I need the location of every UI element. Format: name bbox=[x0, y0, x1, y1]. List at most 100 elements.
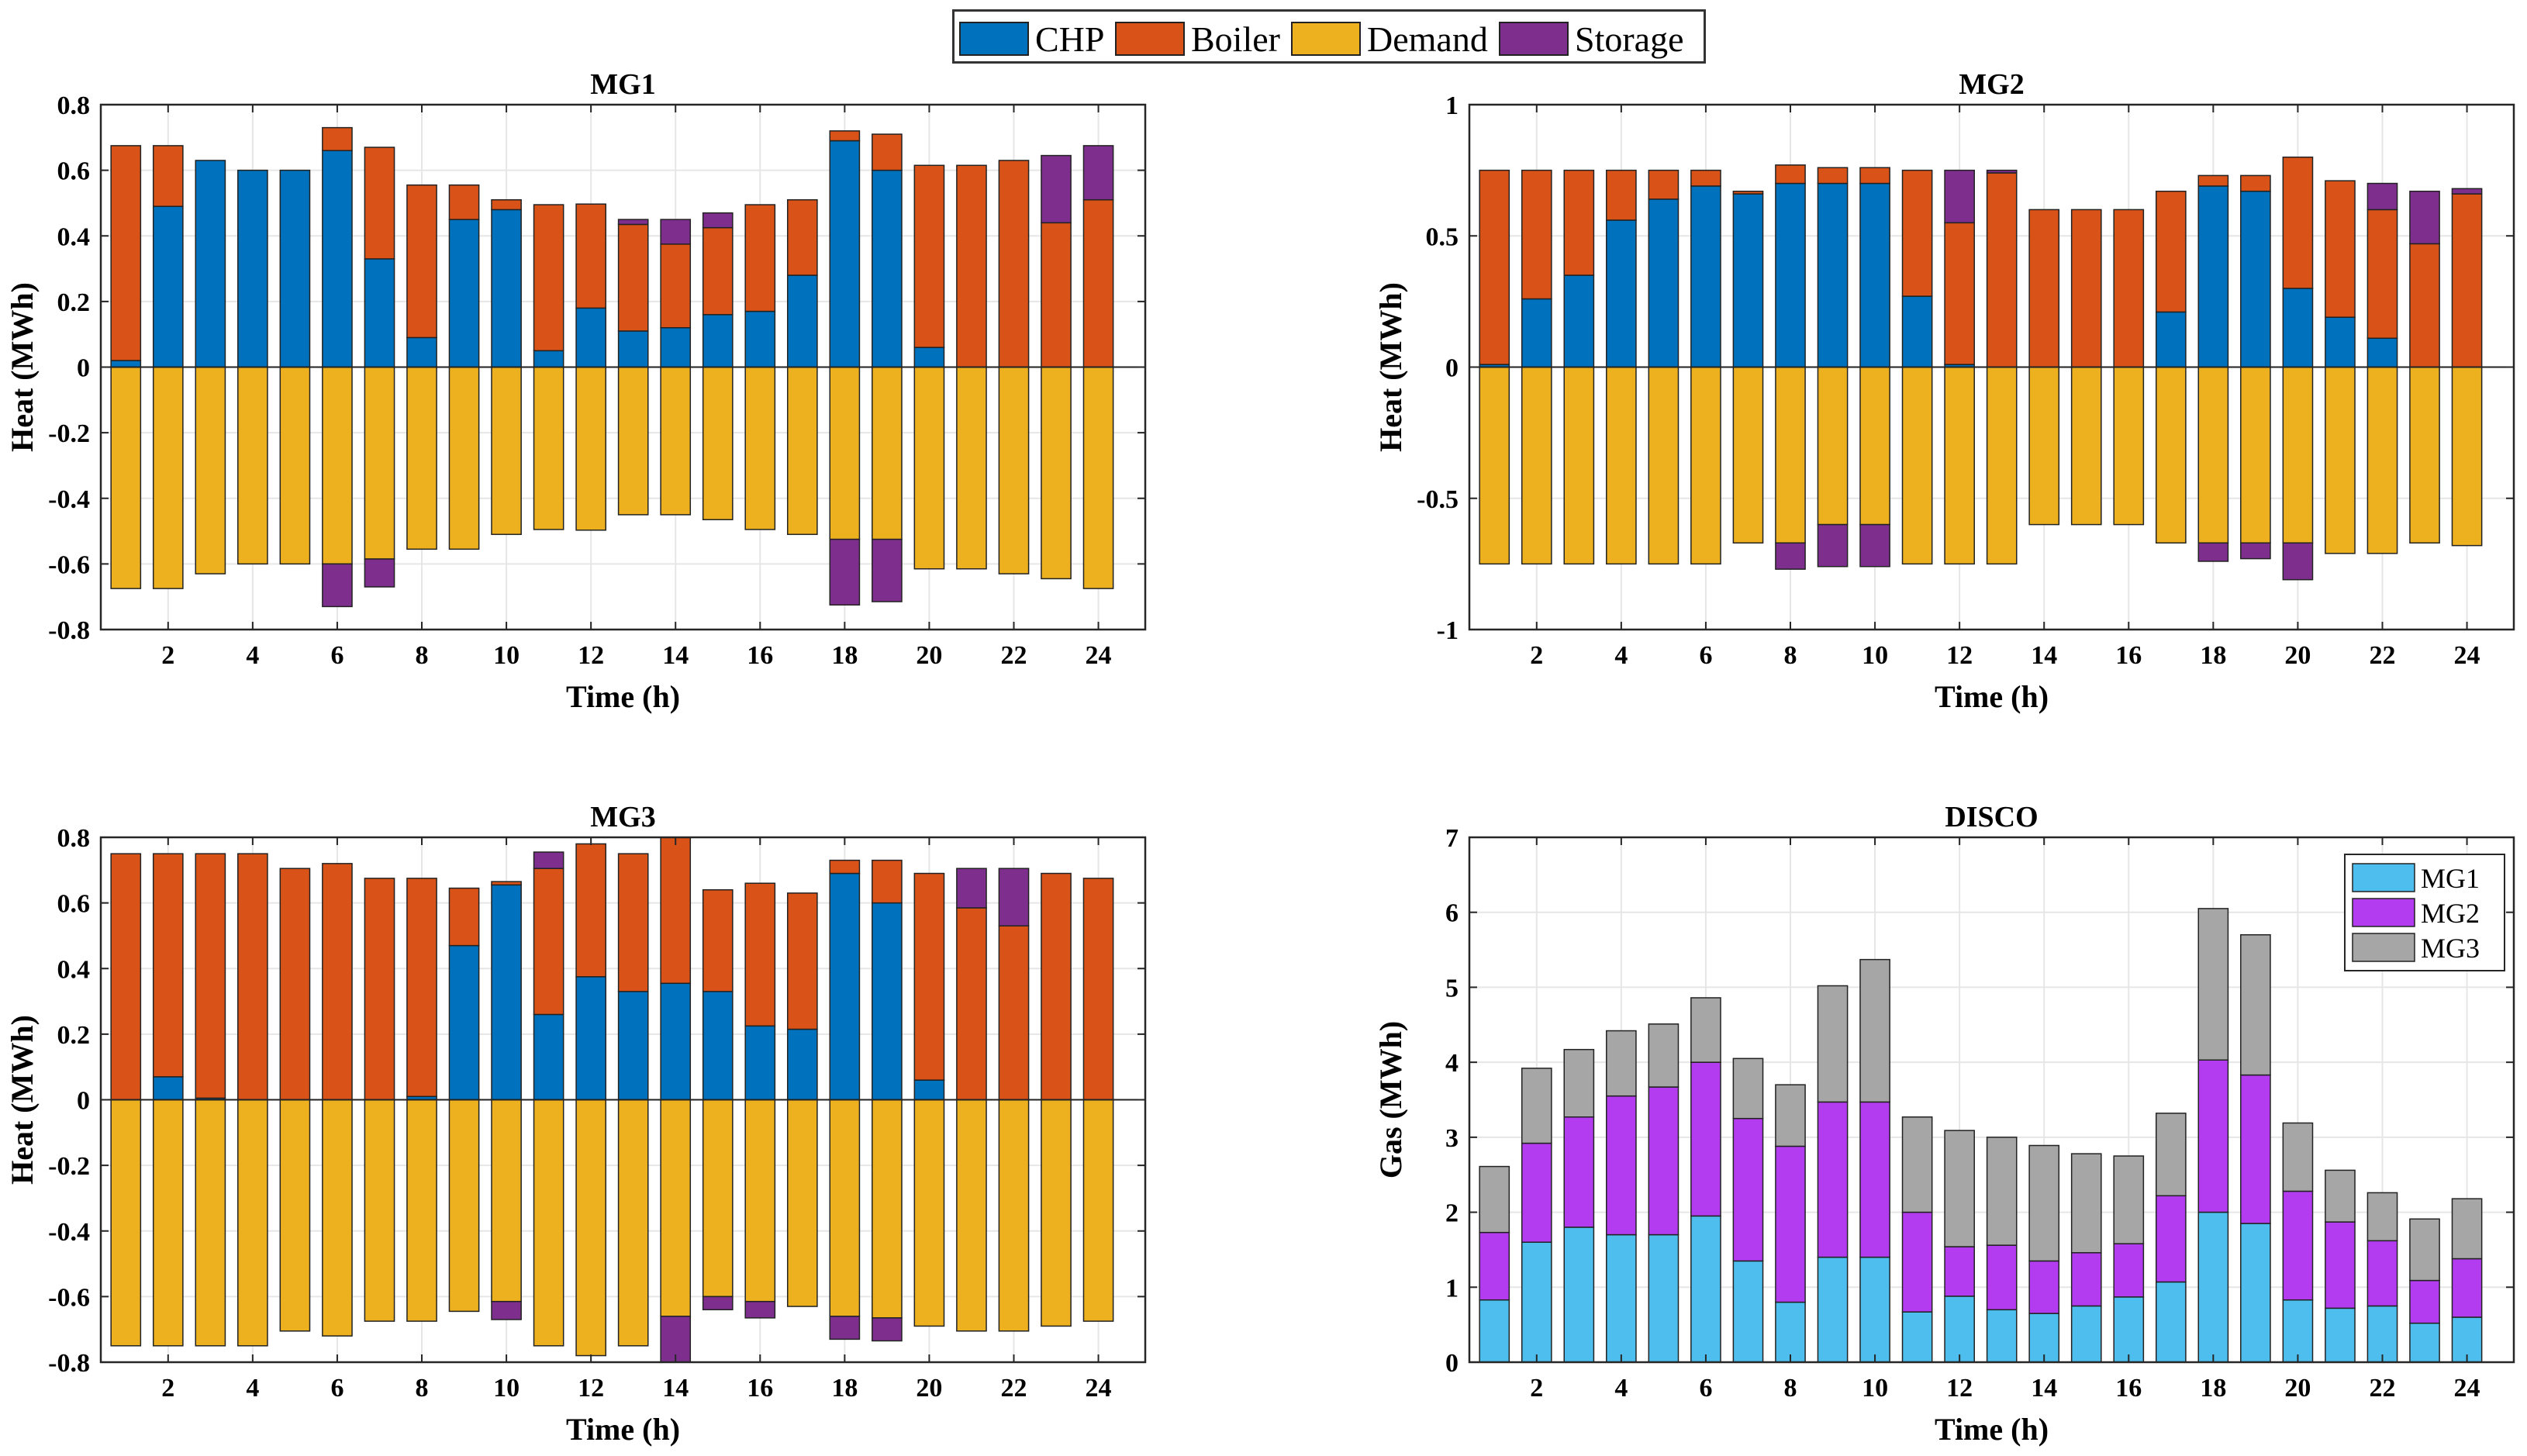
bar-boiler bbox=[913, 872, 945, 1081]
x-tick-label: 24 bbox=[2454, 641, 2480, 670]
bar-demand bbox=[1041, 1099, 1072, 1327]
y-tick-label: 5 bbox=[1445, 974, 1459, 1002]
bar-mg2 bbox=[1563, 1116, 1595, 1228]
bar-demand bbox=[617, 366, 649, 516]
bar-chp bbox=[152, 205, 184, 368]
bar-boiler bbox=[1041, 872, 1072, 1101]
bar-boiler bbox=[279, 868, 311, 1101]
bar-storage bbox=[2197, 542, 2229, 562]
bar-chp bbox=[2155, 311, 2187, 368]
bar-boiler bbox=[110, 853, 142, 1101]
bar-storage bbox=[702, 212, 734, 229]
bar-demand bbox=[322, 1099, 353, 1337]
bar-storage bbox=[2282, 542, 2314, 581]
bar-mg3 bbox=[2409, 1218, 2440, 1282]
bar-mg2 bbox=[2070, 1252, 2102, 1307]
bar-boiler bbox=[702, 888, 734, 992]
bar-mg1 bbox=[2197, 1211, 2229, 1363]
bar-chp bbox=[110, 360, 142, 368]
bar-boiler bbox=[322, 126, 353, 151]
bar-mg1 bbox=[1775, 1301, 1806, 1363]
x-axis-label: Time (h) bbox=[1935, 679, 2049, 714]
y-tick-label: 3 bbox=[1445, 1124, 1459, 1153]
bar-chp bbox=[660, 326, 692, 368]
bar-mg3 bbox=[2366, 1192, 2398, 1242]
bar-mg2 bbox=[1521, 1142, 1552, 1244]
bar-demand bbox=[2155, 366, 2187, 544]
bar-chp bbox=[829, 140, 861, 368]
bar-boiler bbox=[1041, 222, 1072, 368]
legend-swatch bbox=[1291, 22, 1361, 56]
y-tick-label: 0.6 bbox=[57, 890, 91, 919]
bar-chp bbox=[1690, 185, 1721, 368]
bar-storage bbox=[956, 868, 987, 909]
bar-demand bbox=[1521, 366, 1552, 565]
bar-chp bbox=[448, 219, 480, 368]
bar-chp bbox=[2325, 316, 2356, 368]
x-tick-label: 14 bbox=[2031, 641, 2057, 670]
bar-chp bbox=[744, 310, 776, 368]
bar-mg1 bbox=[2366, 1305, 2398, 1363]
y-tick-label: 0.8 bbox=[57, 824, 91, 853]
bar-mg1 bbox=[1901, 1311, 1933, 1363]
bar-mg3 bbox=[1775, 1084, 1806, 1147]
bar-boiler bbox=[110, 145, 142, 361]
bar-storage bbox=[2451, 188, 2483, 195]
bar-boiler bbox=[1817, 167, 1849, 185]
bar-storage bbox=[872, 1317, 903, 1342]
chart-title: DISCO bbox=[1945, 801, 2038, 833]
bar-demand bbox=[1690, 366, 1721, 565]
bar-boiler bbox=[617, 223, 649, 332]
bar-boiler bbox=[1859, 167, 1890, 185]
bar-chp bbox=[872, 902, 903, 1101]
bar-chp bbox=[533, 1013, 564, 1101]
bar-mg1 bbox=[1479, 1299, 1510, 1363]
x-tick-label: 10 bbox=[1862, 1374, 1888, 1403]
bar-mg3 bbox=[1986, 1137, 2018, 1246]
bar-boiler bbox=[998, 925, 1030, 1101]
bar-demand bbox=[364, 366, 395, 560]
bar-chp bbox=[872, 169, 903, 368]
bar-chp bbox=[2197, 185, 2229, 368]
y-tick-label: 1 bbox=[1445, 91, 1459, 120]
bar-demand bbox=[617, 1099, 649, 1347]
x-tick-label: 10 bbox=[493, 641, 520, 670]
bar-boiler bbox=[2366, 209, 2398, 340]
axes-box bbox=[1468, 836, 2515, 1364]
bar-chp bbox=[2240, 190, 2271, 368]
y-tick-label: -0.6 bbox=[48, 550, 90, 579]
bar-demand bbox=[1944, 366, 1975, 565]
bar-mg2 bbox=[1648, 1086, 1679, 1236]
bar-mg2 bbox=[1479, 1231, 1510, 1301]
bar-mg1 bbox=[2113, 1296, 2145, 1363]
x-tick-label: 22 bbox=[2369, 641, 2395, 670]
bar-boiler bbox=[998, 160, 1030, 368]
y-tick-label: 0.4 bbox=[57, 223, 91, 251]
x-axis-label: Time (h) bbox=[566, 1412, 680, 1447]
bar-mg2 bbox=[1690, 1061, 1721, 1217]
bar-demand bbox=[2240, 366, 2271, 544]
x-tick-label: 10 bbox=[493, 1374, 520, 1403]
y-tick-label: 6 bbox=[1445, 899, 1459, 928]
bar-mg1 bbox=[1690, 1215, 1721, 1363]
bar-demand bbox=[2366, 366, 2398, 554]
bar-demand bbox=[702, 1099, 734, 1298]
bar-chp bbox=[533, 350, 564, 368]
bar-mg2 bbox=[1817, 1101, 1849, 1258]
bar-boiler bbox=[913, 164, 945, 348]
bar-mg2 bbox=[1606, 1095, 1637, 1236]
bar-storage bbox=[872, 538, 903, 602]
bar-demand bbox=[279, 1099, 311, 1332]
legend-label: Storage bbox=[1575, 19, 1684, 59]
bar-mg2 bbox=[2240, 1074, 2271, 1224]
y-tick-label: 0.4 bbox=[57, 955, 91, 984]
bar-storage bbox=[744, 1300, 776, 1319]
x-axis-label: Time (h) bbox=[566, 679, 680, 714]
bar-chp bbox=[2366, 337, 2398, 368]
bar-chp bbox=[237, 169, 268, 368]
bar-demand bbox=[2451, 366, 2483, 547]
bar-mg1 bbox=[1648, 1233, 1679, 1363]
bar-demand bbox=[491, 366, 522, 536]
bar-demand bbox=[1817, 366, 1849, 526]
bar-demand bbox=[956, 1099, 987, 1332]
